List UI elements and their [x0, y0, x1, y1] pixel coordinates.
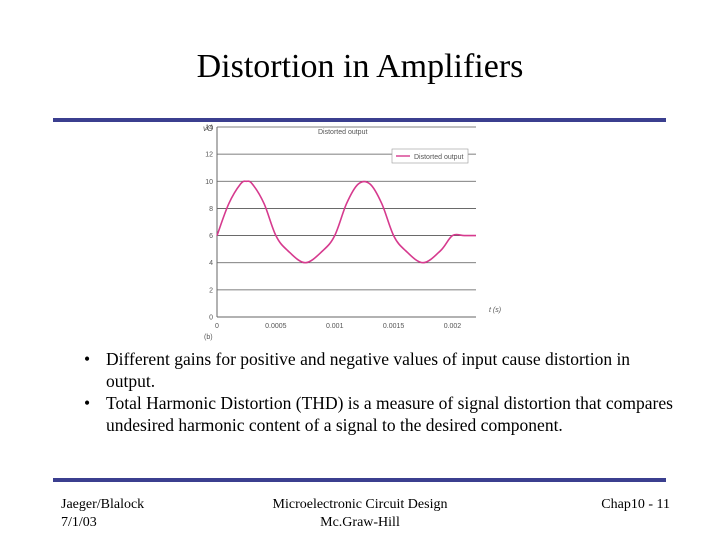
bullet-dot-icon: •: [84, 349, 91, 369]
legend-box: [391, 148, 469, 164]
y-tick-label: 10: [205, 179, 213, 186]
panel-label: (b): [204, 334, 213, 341]
footer-publisher: Mc.Graw-Hill: [320, 515, 400, 530]
series-line-distorted-output: [216, 180, 476, 264]
bullet-text: Different gains for positive and negativ…: [106, 349, 631, 391]
y-tick-label: 4: [209, 260, 213, 267]
y-tick-label: 8: [209, 206, 213, 213]
footer-author-date: Jaeger/Blalock 7/1/03: [61, 496, 144, 532]
footer-authors: Jaeger/Blalock: [61, 497, 145, 512]
y-tick-label: 2: [209, 287, 213, 294]
chart-title: Distorted output: [318, 129, 367, 136]
y-axis-label: vO: [203, 124, 213, 133]
footer-book-title: Microelectronic Circuit Design: [272, 497, 448, 512]
y-tick-label: 0: [209, 315, 213, 322]
footer-book: Microelectronic Circuit Design Mc.Graw-H…: [258, 496, 462, 532]
bullet-dot-icon: •: [84, 393, 91, 413]
title-divider: [53, 118, 666, 122]
x-tick-label: 0: [215, 323, 219, 330]
bullet-list: • Different gains for positive and negat…: [84, 348, 674, 436]
y-tick-label: 12: [205, 152, 213, 159]
distorted-output-chart: vO Distorted output t (s) (b) 0 2 4 6 8 10 12 1…: [203, 124, 501, 341]
x-tick-label: 0.0005: [265, 323, 287, 330]
footer-date: 7/1/03: [61, 515, 97, 530]
legend: Distorted output: [391, 148, 469, 164]
x-tick-label: 0.0015: [383, 323, 405, 330]
legend-label: Distorted output: [414, 154, 463, 161]
y-tick-labels: 0 2 4 6 8 10 12 14: [205, 125, 213, 322]
y-tick-label: 14: [205, 125, 213, 132]
bullet-item: • Different gains for positive and negat…: [84, 348, 674, 392]
footer-divider: [53, 478, 666, 482]
x-axis-label: t (s): [489, 307, 501, 314]
footer-page-number: Chap10 - 11: [601, 497, 670, 512]
x-tick-label: 0.001: [326, 323, 344, 330]
slide-title: Distortion in Amplifiers: [196, 48, 524, 85]
y-tick-label: 6: [209, 233, 213, 240]
bullet-item: • Total Harmonic Distortion (THD) is a m…: [84, 392, 674, 436]
bullet-text: Total Harmonic Distortion (THD) is a mea…: [106, 393, 673, 435]
x-tick-label: 0.002: [444, 323, 462, 330]
x-tick-labels: 0 0.0005 0.001 0.0015 0.002: [215, 323, 461, 330]
